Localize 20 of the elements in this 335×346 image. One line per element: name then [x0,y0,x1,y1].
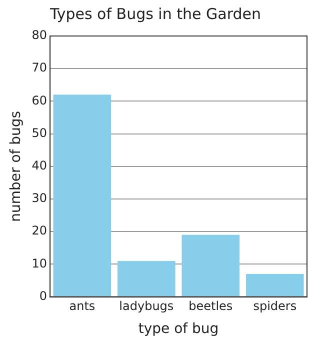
y-tick-label: 20 [32,224,48,238]
y-tick-label: 70 [32,60,48,75]
bar [182,234,240,296]
x-tick-label: beetles [188,299,233,314]
x-axis-title: type of bug [138,321,219,338]
y-tick-label: 80 [32,28,48,42]
y-tick-label: 40 [32,158,48,173]
y-tick-label: 10 [32,256,48,270]
y-tick-label: 60 [32,93,48,108]
bar [246,274,304,296]
x-tick-label: ladybugs [119,299,174,314]
y-tick-label: 30 [32,191,48,206]
bar [53,94,112,296]
y-axis-title: number of bugs [8,110,24,222]
x-tick-label: ants [69,299,96,314]
chart-title: Types of Bugs in the Garden [49,4,261,23]
x-tick-label: spiders [253,299,297,314]
y-tick-label: 50 [32,126,48,140]
bar [118,260,176,296]
y-tick-label: 0 [39,288,48,303]
